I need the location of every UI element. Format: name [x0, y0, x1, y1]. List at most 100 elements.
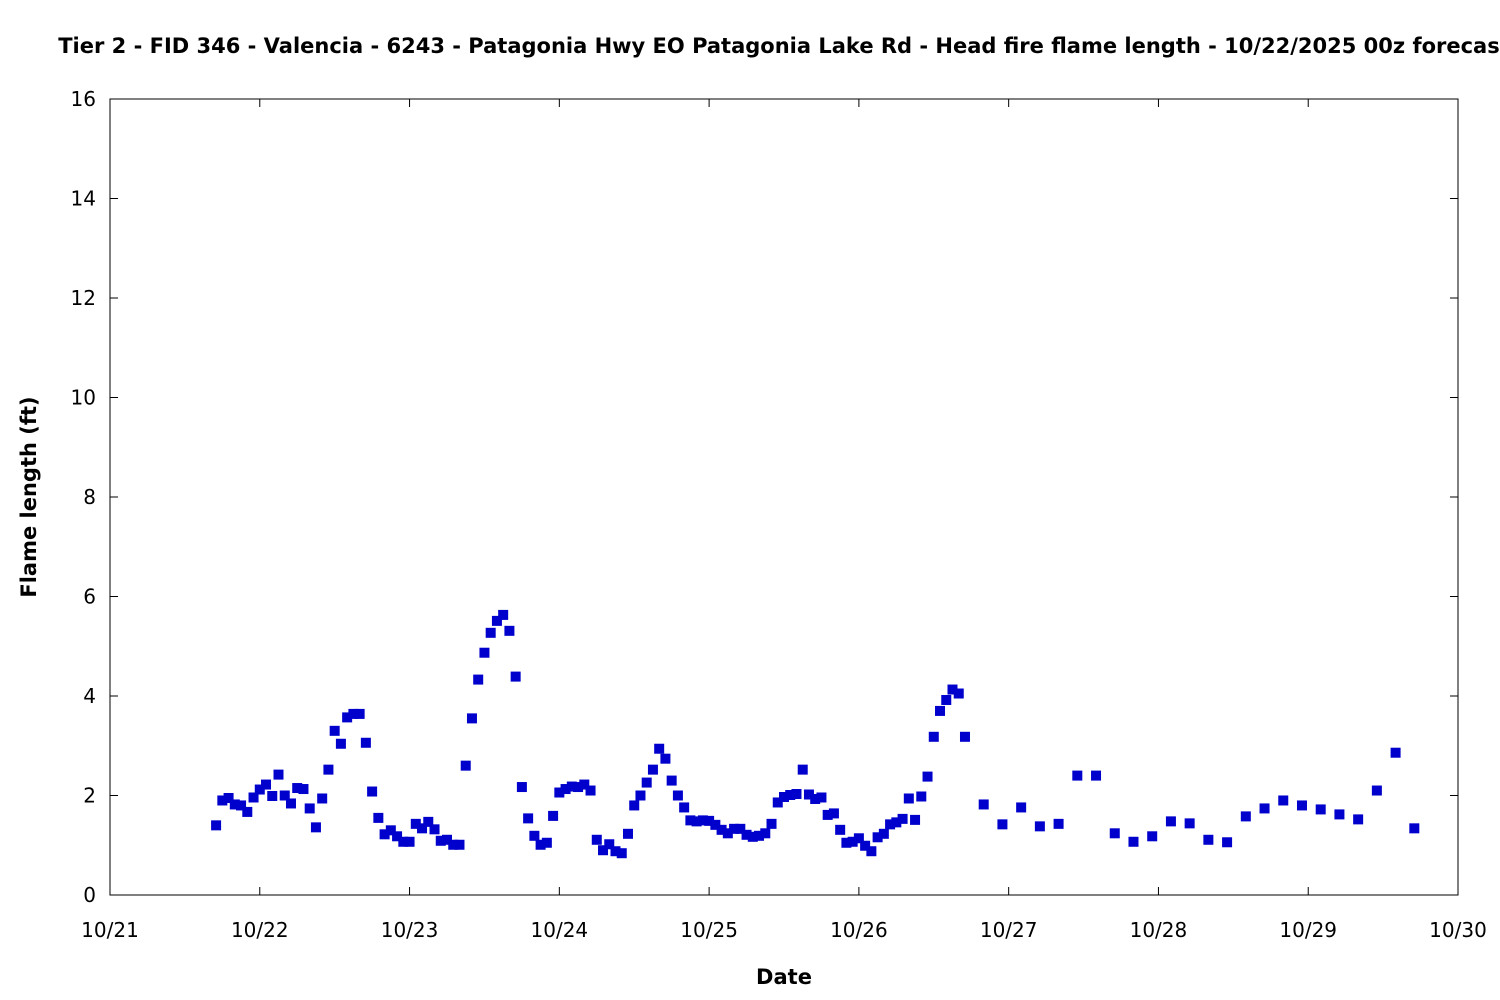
data-point — [273, 769, 284, 780]
data-point — [922, 771, 933, 782]
data-point — [1315, 804, 1326, 815]
data-point — [304, 803, 315, 814]
data-point — [997, 819, 1008, 830]
data-point — [292, 783, 303, 794]
data-point — [716, 824, 727, 835]
data-point — [585, 785, 596, 796]
data-point — [1109, 828, 1120, 839]
data-point — [872, 832, 883, 843]
data-point — [541, 837, 552, 848]
data-point — [254, 784, 265, 795]
data-point — [1091, 770, 1102, 781]
data-point — [1334, 809, 1345, 820]
data-point — [329, 725, 340, 736]
data-point — [647, 764, 658, 775]
data-point — [242, 806, 253, 817]
data-point — [891, 817, 902, 828]
data-point — [754, 830, 765, 841]
data-point — [803, 789, 814, 800]
data-point — [835, 824, 846, 835]
x-tick-label: 10/28 — [1130, 918, 1188, 942]
data-point — [654, 743, 665, 754]
data-point — [878, 828, 889, 839]
data-point — [573, 782, 584, 793]
data-point — [953, 688, 964, 699]
data-point — [385, 825, 396, 836]
data-point — [236, 800, 247, 811]
data-point — [398, 836, 409, 847]
data-point — [710, 819, 721, 830]
data-point — [498, 609, 509, 620]
data-point — [660, 753, 671, 764]
y-tick-label: 2 — [83, 784, 96, 808]
data-point — [666, 775, 677, 786]
data-point — [697, 815, 708, 826]
data-point — [579, 779, 590, 790]
data-point — [766, 818, 777, 829]
data-point — [816, 792, 827, 803]
data-point — [1222, 837, 1233, 848]
data-point — [510, 671, 521, 682]
data-point — [392, 831, 403, 842]
data-point — [772, 797, 783, 808]
data-point — [1203, 834, 1214, 845]
x-tick-label: 10/24 — [531, 918, 589, 942]
data-point — [342, 712, 353, 723]
data-point — [847, 836, 858, 847]
x-tick-label: 10/26 — [830, 918, 888, 942]
data-point — [722, 828, 733, 839]
data-point — [1353, 814, 1364, 825]
data-point — [379, 829, 390, 840]
data-point — [866, 846, 877, 857]
data-point — [629, 800, 640, 811]
x-axis-title: Date — [756, 965, 812, 989]
data-point — [741, 829, 752, 840]
data-point — [978, 799, 989, 810]
data-point — [853, 833, 864, 844]
y-tick-label: 4 — [83, 684, 96, 708]
data-point — [885, 819, 896, 830]
tick-labels-group: 10/21 10/22 10/23 10/24 10/25 10/26 10/27 10/28… — [71, 87, 1487, 942]
axis-ticks-group — [109, 98, 1459, 896]
data-point — [373, 812, 384, 823]
data-point — [473, 674, 484, 685]
data-point — [785, 790, 796, 801]
data-point — [641, 777, 652, 788]
data-point — [591, 834, 602, 845]
x-tick-label: 10/21 — [81, 918, 139, 942]
data-point — [335, 738, 346, 749]
data-point — [348, 708, 359, 719]
data-point — [529, 830, 540, 841]
data-point — [747, 831, 758, 842]
data-points-group — [211, 609, 1420, 859]
data-point — [1016, 802, 1027, 813]
data-point — [504, 625, 515, 636]
data-point — [317, 793, 328, 804]
data-point — [1296, 800, 1307, 811]
y-tick-label: 8 — [83, 485, 96, 509]
data-point — [448, 839, 459, 850]
data-point — [735, 823, 746, 834]
data-point — [516, 782, 527, 793]
data-point — [947, 684, 958, 695]
data-point — [779, 791, 789, 802]
data-point — [941, 694, 952, 705]
data-point — [704, 815, 715, 826]
data-point — [535, 839, 546, 850]
data-point — [229, 799, 240, 810]
data-point — [1165, 816, 1176, 827]
y-tick-label: 6 — [83, 585, 96, 609]
y-tick-label: 14 — [71, 187, 96, 211]
data-point — [267, 790, 278, 801]
data-point — [828, 808, 839, 819]
x-tick-label: 10/22 — [231, 918, 289, 942]
data-point — [491, 615, 502, 626]
data-point — [598, 845, 609, 856]
data-point — [298, 784, 309, 795]
data-point — [466, 713, 477, 724]
data-point — [323, 764, 334, 775]
data-point — [903, 793, 914, 804]
data-point — [1053, 818, 1064, 829]
data-point — [223, 792, 234, 803]
data-point — [1390, 747, 1401, 758]
